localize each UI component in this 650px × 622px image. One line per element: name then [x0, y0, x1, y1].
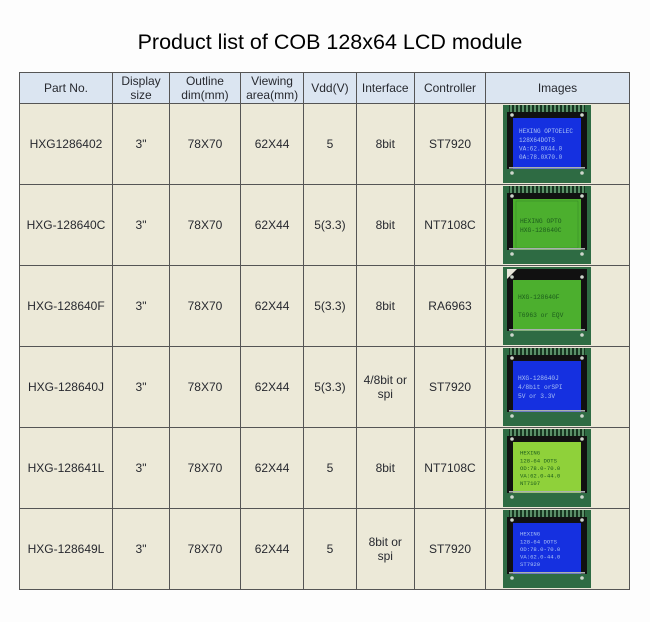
svg-text:HEXING: HEXING: [520, 450, 541, 457]
svg-text:HEXING OPTO: HEXING OPTO: [520, 218, 562, 225]
svg-text:HEXING OPTOELEC: HEXING OPTOELEC: [519, 128, 573, 135]
svg-text:128-64 DOTS: 128-64 DOTS: [520, 457, 558, 464]
svg-text:128X64DOTS: 128X64DOTS: [519, 137, 555, 144]
svg-text:OD:78.0-70.0: OD:78.0-70.0: [520, 546, 561, 553]
svg-text:4/8bit orSPI: 4/8bit orSPI: [518, 384, 563, 391]
svg-text:VA:62.0-44.0: VA:62.0-44.0: [520, 554, 561, 561]
svg-text:ST7920: ST7920: [520, 561, 541, 568]
svg-text:HXG-128640F: HXG-128640F: [518, 294, 560, 301]
svg-text:VA:62.0-44.0: VA:62.0-44.0: [520, 473, 561, 480]
svg-text:OD:78.0-70.0: OD:78.0-70.0: [520, 465, 561, 472]
svg-text:5V or 3.3V: 5V or 3.3V: [518, 393, 555, 400]
svg-text:T6963 or EQV: T6963 or EQV: [518, 312, 564, 319]
svg-text:HEXING: HEXING: [520, 531, 541, 538]
svg-text:0A:78.0X70.0: 0A:78.0X70.0: [519, 154, 563, 161]
svg-text:128-64 DOTS: 128-64 DOTS: [520, 538, 558, 545]
svg-text:HXG-128640J: HXG-128640J: [518, 375, 559, 382]
svg-text:HXG-128640C: HXG-128640C: [520, 227, 562, 234]
svg-text:NT7107: NT7107: [520, 480, 540, 487]
svg-text:VA:62.0X44.0: VA:62.0X44.0: [519, 146, 563, 153]
